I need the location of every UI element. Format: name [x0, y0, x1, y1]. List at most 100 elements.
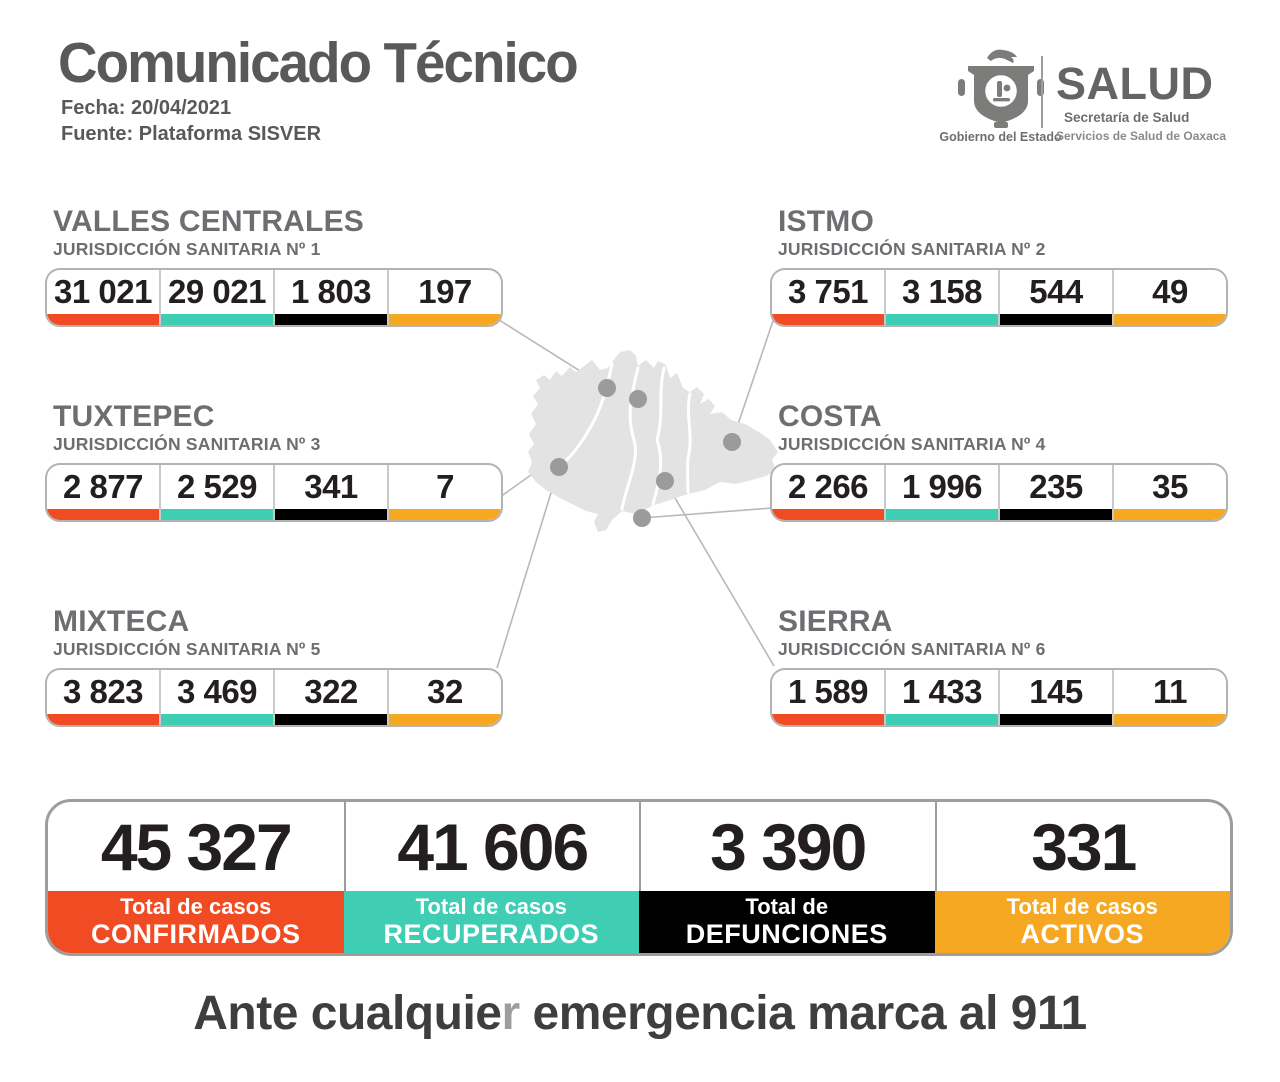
confirmed-color-bar: [47, 714, 159, 725]
salud-logo-text: SALUD: [1056, 58, 1214, 109]
stat-recovered: 3 158: [884, 270, 998, 325]
region-stat-card: 2 877 2 529 341 7: [45, 463, 503, 522]
active-color-bar: [389, 509, 501, 520]
active-color-bar: [1114, 714, 1226, 725]
region-stat-card: 31 021 29 021 1 803 197: [45, 268, 503, 327]
map-marker-dot: [629, 390, 647, 408]
stat-deaths: 544: [998, 270, 1112, 325]
recovered-color-bar: [886, 509, 998, 520]
total-active-value: 331: [934, 802, 1231, 891]
map-marker-dot: [656, 472, 674, 490]
connector-line: [664, 480, 775, 667]
active-color-bar: [389, 714, 501, 725]
stat-deaths: 341: [273, 465, 387, 520]
connector-line: [496, 466, 560, 669]
region-jurisdiction: JURISDICCIÓN SANITARIA Nº 6: [778, 639, 1046, 659]
stat-recovered: 29 021: [159, 270, 273, 325]
region-block-costa: COSTA JURISDICCIÓN SANITARIA Nº 4 2 266 …: [770, 401, 1228, 522]
total-active-label: Total de casos ACTIVOS: [934, 891, 1230, 953]
stat-confirmed: 3 823: [47, 670, 159, 725]
stat-recovered: 2 529: [159, 465, 273, 520]
region-stat-card: 1 589 1 433 145 11: [770, 668, 1228, 727]
total-confirmed: 45 327 Total de casos CONFIRMADOS: [48, 802, 344, 953]
total-active: 331 Total de casos ACTIVOS: [934, 802, 1231, 953]
region-title: VALLES CENTRALES: [53, 205, 364, 238]
stat-recovered: 1 996: [884, 465, 998, 520]
total-recovered: 41 606 Total de casos RECUPERADOS: [343, 802, 640, 953]
recovered-color-bar: [886, 714, 998, 725]
stat-recovered: 3 469: [159, 670, 273, 725]
stat-active: 7: [387, 465, 501, 520]
emergency-message-accent: r: [501, 987, 520, 1040]
deaths-color-bar: [275, 314, 387, 325]
active-color-bar: [1114, 314, 1226, 325]
oaxaca-silhouette: [528, 350, 778, 532]
government-label: Gobierno del Estado: [939, 130, 1062, 144]
connector-line: [641, 507, 773, 519]
confirmed-color-bar: [47, 509, 159, 520]
region-title: MIXTECA: [53, 605, 190, 638]
region-jurisdiction: JURISDICCIÓN SANITARIA Nº 1: [53, 239, 321, 259]
page-title: Comunicado Técnico: [58, 31, 579, 95]
stat-deaths: 145: [998, 670, 1112, 725]
total-confirmed-value: 45 327: [100, 809, 293, 884]
total-deaths-label: Total de DEFUNCIONES: [639, 891, 935, 953]
region-jurisdiction: JURISDICCIÓN SANITARIA Nº 5: [53, 639, 321, 659]
deaths-color-bar: [1000, 314, 1112, 325]
connector-line: [731, 317, 775, 443]
stat-confirmed: 3 751: [772, 270, 884, 325]
stat-confirmed: 1 589: [772, 670, 884, 725]
region-title: SIERRA: [778, 605, 893, 638]
region-title: COSTA: [778, 400, 882, 433]
confirmed-color-bar: [772, 314, 884, 325]
region-jurisdiction: JURISDICCIÓN SANITARIA Nº 3: [53, 434, 321, 454]
active-color-bar: [1114, 509, 1226, 520]
stat-deaths: 235: [998, 465, 1112, 520]
recovered-color-bar: [161, 714, 273, 725]
stat-active: 197: [387, 270, 501, 325]
total-deaths-value: 3 390: [639, 802, 935, 891]
deaths-color-bar: [275, 714, 387, 725]
map-marker-dot: [598, 379, 616, 397]
recovered-color-bar: [161, 509, 273, 520]
region-block-sierra: SIERRA JURISDICCIÓN SANITARIA Nº 6 1 589…: [770, 606, 1228, 727]
region-stat-card: 2 266 1 996 235 35: [770, 463, 1228, 522]
emergency-message: Ante cualquier emergencia marca al 911: [193, 987, 1087, 1040]
total-deaths: 3 390 Total de DEFUNCIONES: [639, 802, 935, 953]
deaths-color-bar: [1000, 509, 1112, 520]
recovered-color-bar: [161, 314, 273, 325]
salud-logo-subtitle1: Secretaría de Salud: [1064, 110, 1190, 125]
map-marker-dot: [550, 458, 568, 476]
deaths-color-bar: [275, 509, 387, 520]
report-date: Fecha: 20/04/2021: [61, 97, 232, 119]
active-color-bar: [389, 314, 501, 325]
report-source: Fuente: Plataforma SISVER: [61, 123, 322, 145]
total-recovered-label: Total de casos RECUPERADOS: [343, 891, 639, 953]
logo-divider: [1041, 56, 1043, 128]
region-jurisdiction: JURISDICCIÓN SANITARIA Nº 4: [778, 434, 1046, 454]
total-confirmed-label: Total de casos CONFIRMADOS: [48, 891, 344, 953]
region-title: TUXTEPEC: [53, 400, 215, 433]
region-stat-card: 3 823 3 469 322 32: [45, 668, 503, 727]
region-stat-card: 3 751 3 158 544 49: [770, 268, 1228, 327]
stat-confirmed: 31 021: [47, 270, 159, 325]
totals-summary-bar: 45 327 Total de casos CONFIRMADOS 41 606 …: [45, 799, 1233, 956]
region-block-istmo: ISTMO JURISDICCIÓN SANITARIA Nº 2 3 751 …: [770, 206, 1228, 327]
stat-deaths: 1 803: [273, 270, 387, 325]
region-title: ISTMO: [778, 205, 874, 238]
recovered-color-bar: [886, 314, 998, 325]
stat-active: 32: [387, 670, 501, 725]
map-marker-dot: [723, 433, 741, 451]
stat-confirmed: 2 266: [772, 465, 884, 520]
total-recovered-value: 41 606: [343, 802, 640, 891]
stat-confirmed: 2 877: [47, 465, 159, 520]
deaths-color-bar: [1000, 714, 1112, 725]
stat-active: 35: [1112, 465, 1226, 520]
state-coat-of-arms-icon: [958, 49, 1044, 128]
region-block-valles-centrales: VALLES CENTRALES JURISDICCIÓN SANITARIA …: [45, 206, 503, 327]
region-jurisdiction: JURISDICCIÓN SANITARIA Nº 2: [778, 239, 1046, 259]
confirmed-color-bar: [47, 314, 159, 325]
confirmed-color-bar: [772, 509, 884, 520]
confirmed-color-bar: [772, 714, 884, 725]
